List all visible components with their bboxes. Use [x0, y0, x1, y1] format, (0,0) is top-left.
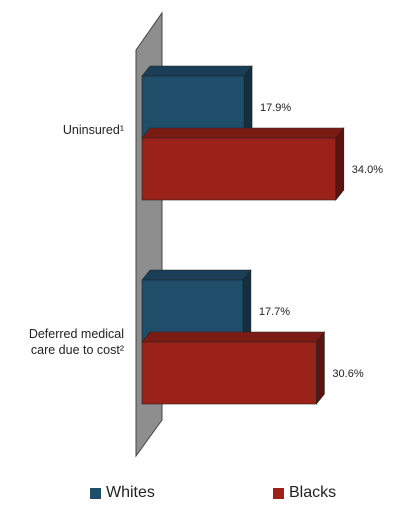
legend-swatch-whites [90, 487, 101, 499]
category-label-2-line-1: Deferred medical [29, 327, 124, 341]
legend-item-blacks: Blacks [273, 484, 336, 502]
chart-area: 17.9% 34.0% Uninsured¹ 17.7% 30.6% Deferred m… [29, 11, 383, 458]
category-label-1: Uninsured¹ [63, 123, 124, 137]
bar-whites-2 [141, 269, 252, 343]
legend-swatch-blacks [273, 487, 284, 499]
bars-group [141, 65, 345, 405]
value-label-blacks-2: 30.6% [332, 368, 363, 380]
value-label-whites-2: 17.7% [259, 306, 290, 318]
legend-label-blacks: Blacks [289, 484, 337, 501]
bar-blacks-2 [141, 331, 326, 405]
legend-item-whites: Whites [90, 484, 155, 502]
category-label-2-line-2: care due to cost² [31, 343, 124, 357]
legend: Whites Blacks [0, 478, 393, 512]
bar-whites-1 [141, 65, 253, 139]
value-label-whites-1: 17.9% [260, 102, 291, 114]
value-label-blacks-1: 34.0% [352, 164, 383, 176]
bar-blacks-1 [141, 127, 345, 201]
labels-group: 17.9% 34.0% Uninsured¹ 17.7% 30.6% Deferred m… [29, 102, 383, 380]
legend-label-whites: Whites [106, 484, 155, 501]
